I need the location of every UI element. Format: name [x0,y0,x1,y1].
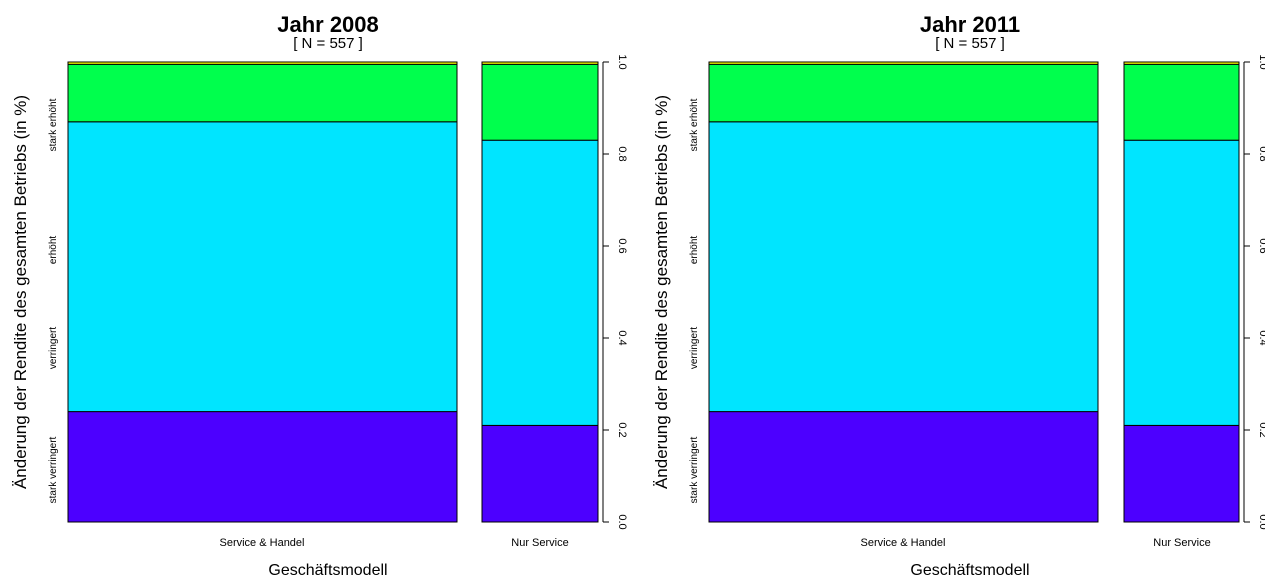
y-tick-label: 0.4 [1257,330,1265,345]
mosaic-tile [67,411,458,523]
y-tick-label: 0.0 [1257,514,1265,529]
mosaic-tiles [67,61,599,523]
panel-2011: Jahr 2011 [ N = 557 ] Änderung der Rendi… [652,12,1265,579]
mosaic-tile [67,63,458,123]
mosaic-tile [708,61,1099,65]
mosaic-tile [481,139,599,426]
level-label: erhöht [48,236,59,265]
y-tick-label: 1.0 [616,54,628,69]
level-label: verringert [689,327,700,369]
y-tick-label: 0.6 [616,238,628,253]
y-axis-ticks: 0.0 0.2 0.4 0.6 0.8 1.0 [603,54,628,530]
mosaic-tile [67,121,458,413]
mosaic-tile [1123,424,1240,523]
level-label: verringert [48,327,59,369]
y-tick-label: 0.2 [616,422,628,437]
x-axis-label: Geschäftsmodell [910,562,1029,579]
y-tick-label: 0.0 [616,514,628,529]
category-label: Service & Handel [861,537,946,549]
mosaic-tile [1123,63,1240,141]
y-tick-label: 0.8 [1257,146,1265,161]
category-label: Service & Handel [220,537,305,549]
level-label: stark verringert [48,436,59,503]
mosaic-tile [481,424,599,523]
mosaic-tile [481,63,599,141]
chart-subtitle: [ N = 557 ] [293,35,363,52]
chart-title: Jahr 2011 [920,12,1020,37]
mosaic-tile [1123,61,1240,65]
mosaic-tile [708,411,1099,523]
mosaic-tiles [708,61,1240,523]
mosaic-tile [708,63,1099,123]
level-label: erhöht [689,236,700,265]
y-axis-label: Änderung der Rendite des gesamten Betrie… [652,95,671,489]
category-label: Nur Service [1153,537,1210,549]
chart-title: Jahr 2008 [277,12,379,37]
level-label: stark erhöht [48,98,59,151]
y-tick-label: 0.2 [1257,422,1265,437]
chart-subtitle: [ N = 557 ] [935,35,1005,52]
mosaic-tile [708,121,1099,413]
y-axis-ticks: 0.0 0.2 0.4 0.6 0.8 1.0 [1244,54,1265,530]
y-axis-label: Änderung der Rendite des gesamten Betrie… [11,95,30,489]
x-axis-label: Geschäftsmodell [268,562,387,579]
y-tick-label: 0.8 [616,146,628,161]
y-tick-label: 0.4 [616,330,628,345]
y-tick-label: 1.0 [1257,54,1265,69]
level-label: stark erhöht [689,98,700,151]
category-label: Nur Service [511,537,568,549]
panel-2008: Jahr 2008 [ N = 557 ] Änderung der Rendi… [11,12,628,579]
mosaic-tile [481,61,599,65]
mosaic-tile [67,61,458,65]
y-tick-label: 0.6 [1257,238,1265,253]
mosaic-tile [1123,139,1240,426]
level-label: stark verringert [689,436,700,503]
